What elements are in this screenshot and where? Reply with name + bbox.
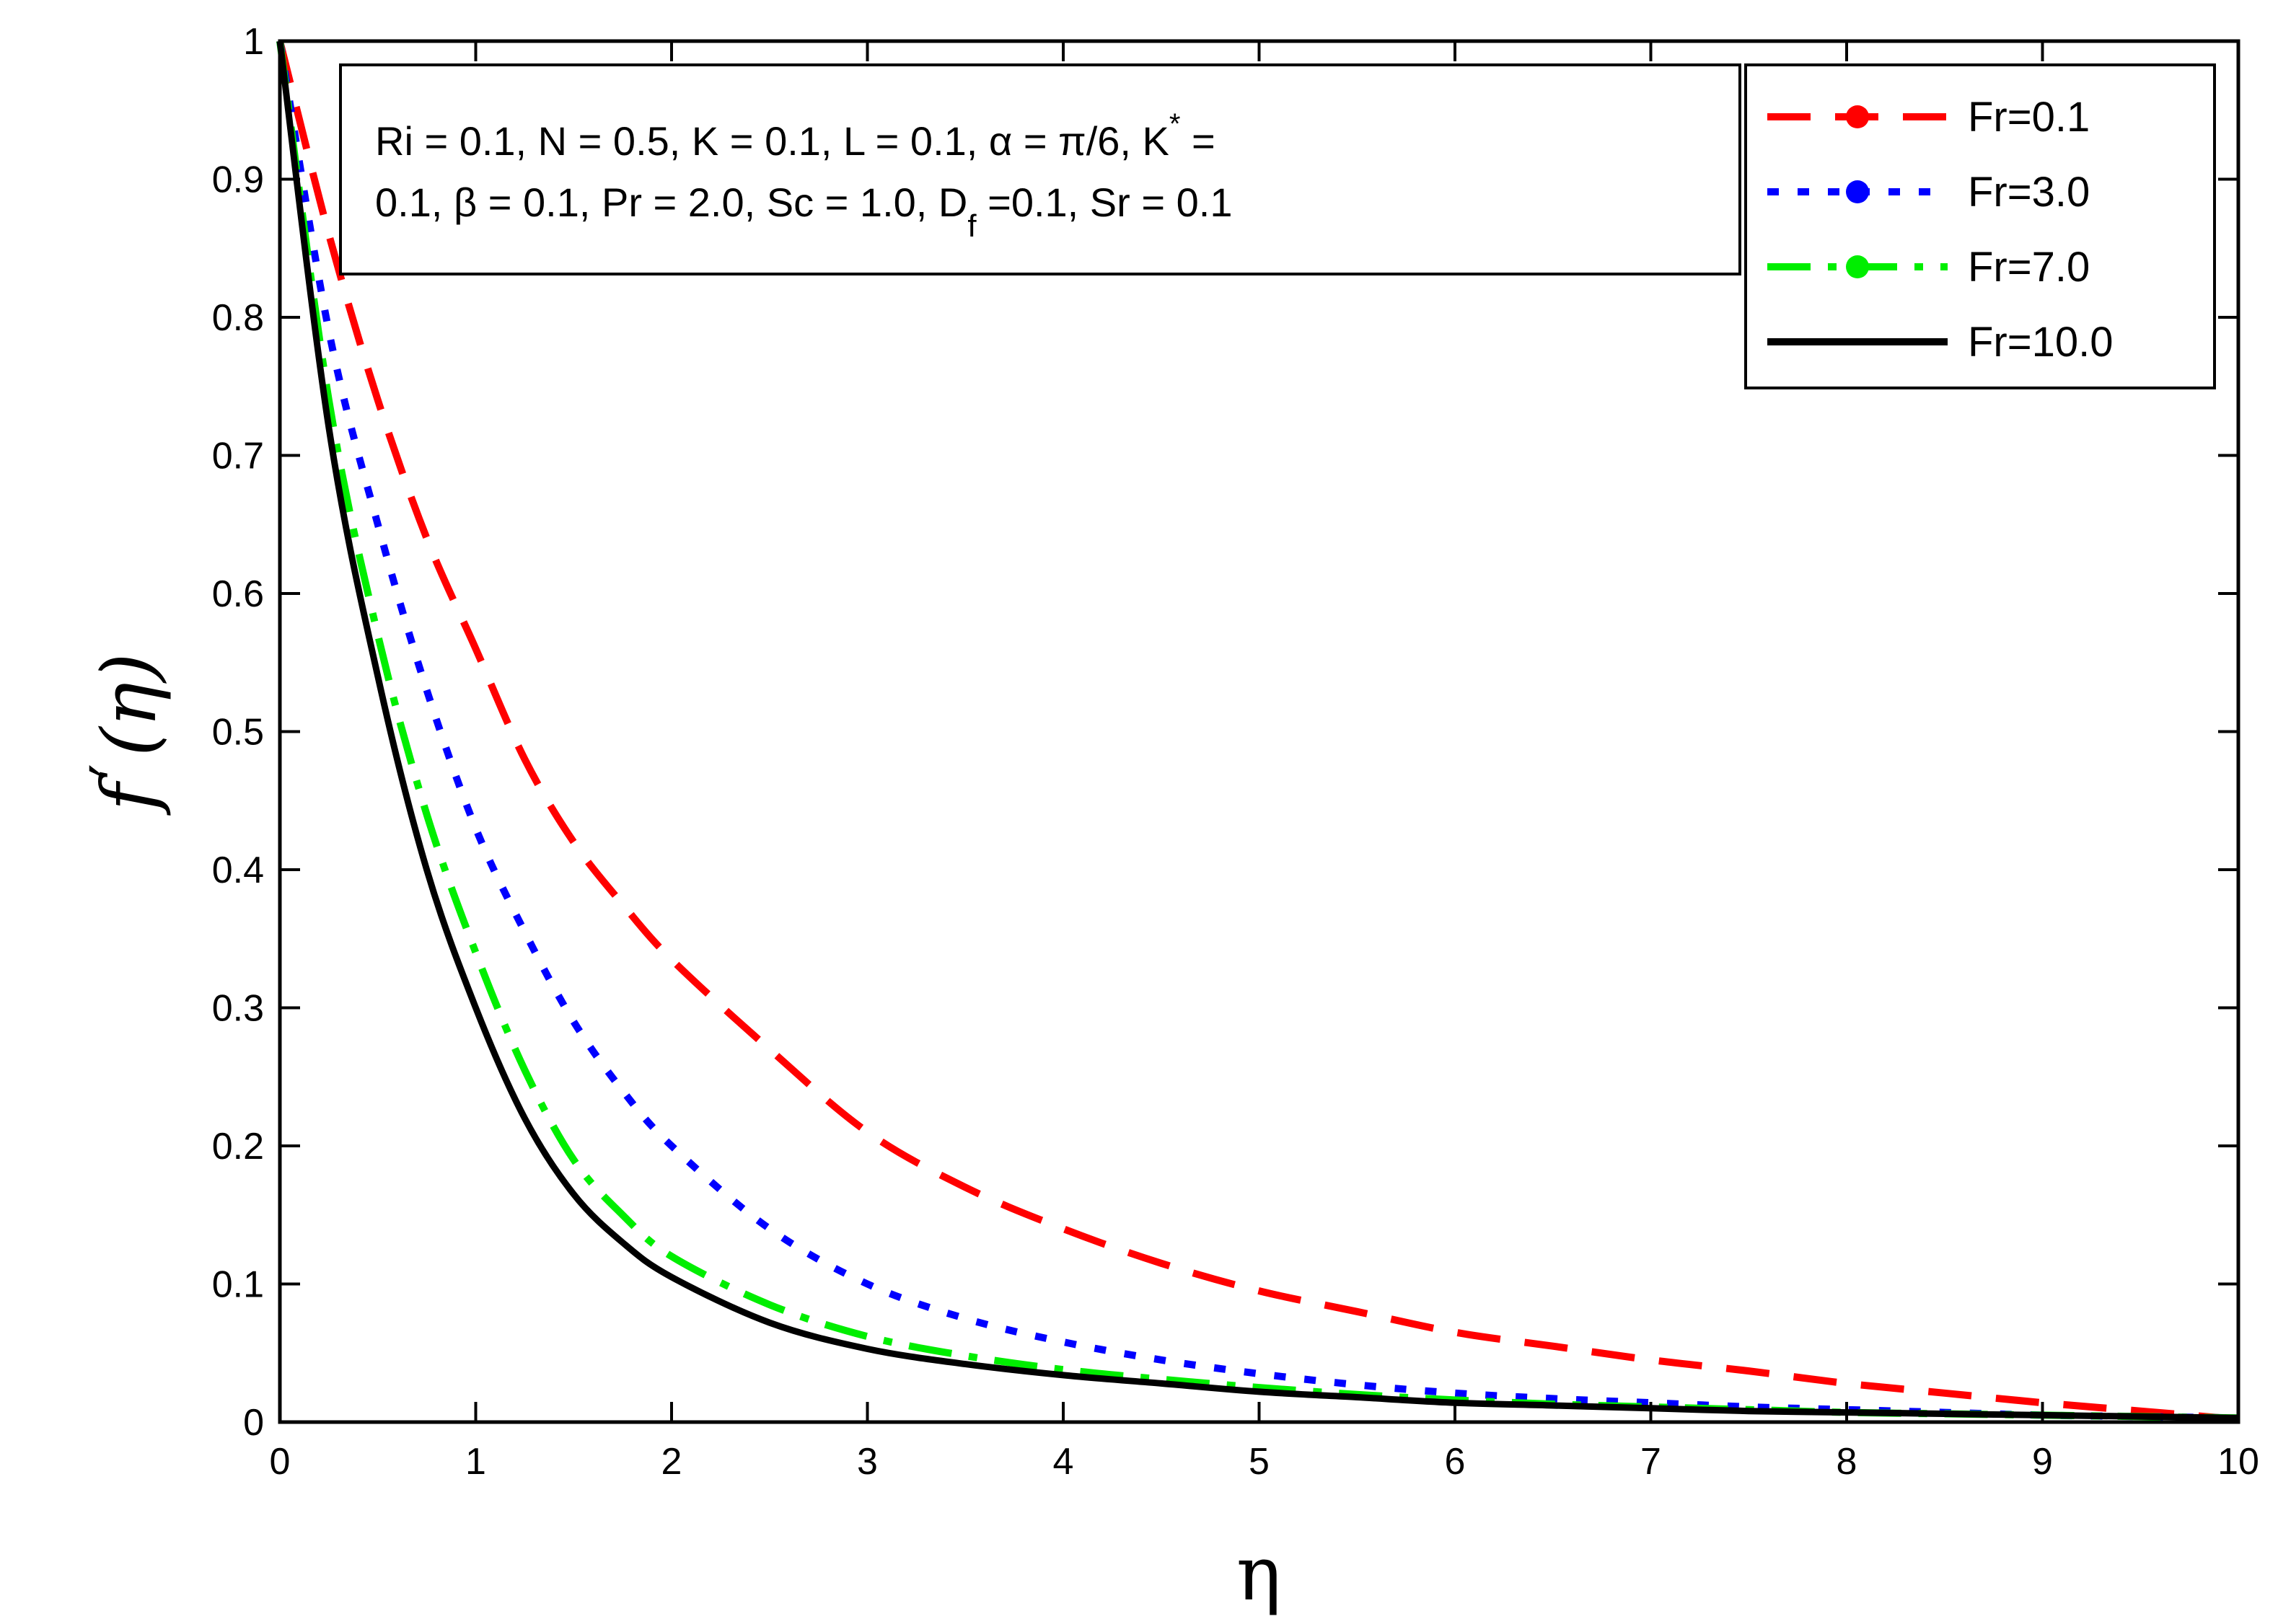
- x-tick-label: 5: [1249, 1441, 1270, 1483]
- annotation-line-2-end: =0.1, Sr = 0.1: [977, 180, 1233, 225]
- x-tick-label: 9: [2032, 1441, 2053, 1483]
- x-axis-label: η: [1236, 1530, 1281, 1618]
- annotation-line-1: Ri = 0.1, N = 0.5, K = 0.1, L = 0.1, α =…: [375, 108, 1215, 164]
- y-tick-label: 0.9: [212, 159, 264, 201]
- x-tick-label: 10: [2217, 1441, 2259, 1483]
- legend-frame: [1744, 63, 2216, 389]
- y-tick-label: 0.4: [212, 849, 264, 891]
- series-line-1: [276, 40, 2239, 1424]
- x-tick-label: 0: [270, 1441, 291, 1483]
- annotation-line-2-sub: f: [967, 208, 977, 244]
- legend: Fr=0.1 Fr=3.0 Fr=7.0 Fr=10.0: [1744, 63, 2216, 389]
- x-tick-label: 7: [1640, 1441, 1661, 1483]
- x-tick-label: 1: [465, 1441, 486, 1483]
- svg-text:f′(η): f′(η): [77, 653, 173, 816]
- annotation-box: Ri = 0.1, N = 0.5, K = 0.1, L = 0.1, α =…: [339, 63, 1741, 275]
- y-axis-label: f′(η): [77, 653, 173, 816]
- legend-swatch-marker: [1846, 255, 1869, 278]
- y-tick-label: 0.5: [212, 712, 264, 754]
- annotation-line-2: 0.1, β = 0.1, Pr = 2.0, Sc = 1.0, Df =0.…: [375, 180, 1232, 244]
- y-axis-label-arg: (η): [85, 653, 173, 756]
- y-tick-label: 0.3: [212, 988, 264, 1030]
- y-tick-label: 0: [243, 1402, 264, 1444]
- y-tick-label: 0.8: [212, 297, 264, 339]
- annotation-line-1-sup: *: [1169, 108, 1181, 140]
- x-tick-label: 3: [857, 1441, 878, 1483]
- x-tick-label: 2: [661, 1441, 682, 1483]
- legend-items: Fr=0.1 Fr=3.0 Fr=7.0 Fr=10.0: [1767, 94, 2114, 366]
- y-axis-label-prime: ′: [77, 764, 148, 777]
- y-tick-label: 1: [243, 21, 264, 63]
- x-tick-label: 8: [1837, 1441, 1857, 1483]
- annotation-line-2-text: 0.1, β = 0.1, Pr = 2.0, Sc = 1.0, D: [375, 180, 967, 225]
- y-tick-label: 0.6: [212, 573, 264, 615]
- legend-label: Fr=3.0: [1968, 169, 2090, 216]
- y-tick-label: 0.2: [212, 1126, 264, 1168]
- y-tick-label: 0.7: [212, 436, 264, 477]
- legend-swatch-marker: [1846, 180, 1869, 203]
- plot-frame: [278, 39, 2240, 1424]
- series-line-4: [276, 40, 2239, 1421]
- annotation-line-1-end: =: [1180, 118, 1215, 164]
- legend-label: Fr=10.0: [1968, 319, 2114, 366]
- series-layer: [276, 40, 2239, 1424]
- legend-label: Fr=7.0: [1968, 244, 2090, 291]
- annotation-line-1-text: Ri = 0.1, N = 0.5, K = 0.1, L = 0.1, α =…: [375, 118, 1169, 164]
- y-tick-label: 0.1: [212, 1264, 264, 1306]
- ticks-layer: 0 1 2 3 4 5 6 7 8 9 10 0 0.1 0.2 0.3 0.4 0.5 0.6 0.7 0.8 0.9…: [212, 21, 2259, 1483]
- legend-label: Fr=0.1: [1968, 94, 2090, 141]
- annotation-frame: [339, 63, 1741, 275]
- x-tick-label: 6: [1445, 1441, 1466, 1483]
- legend-swatch-marker: [1846, 105, 1869, 128]
- x-tick-label: 4: [1053, 1441, 1074, 1483]
